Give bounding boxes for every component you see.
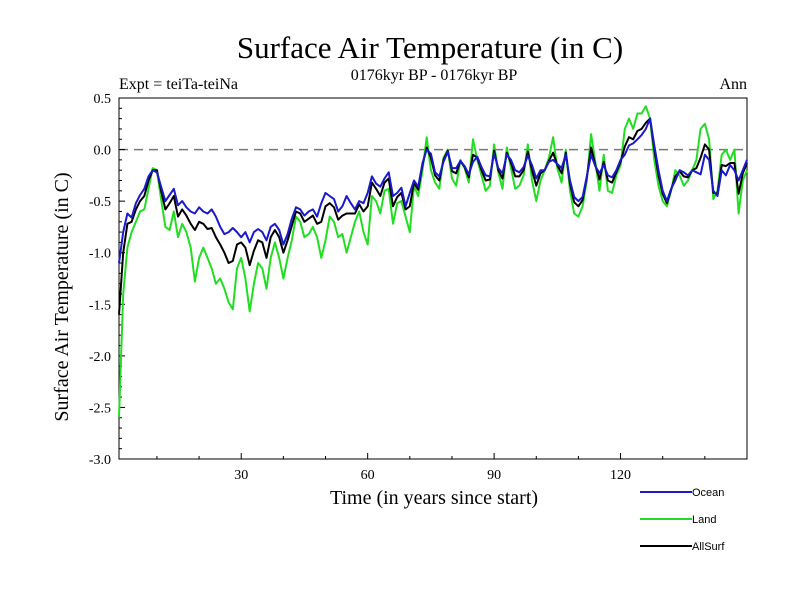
series-line-ocean xyxy=(118,117,748,264)
x-axis: 30 60 90 120 xyxy=(156,453,748,483)
x-axis-label: Time (in years since start) xyxy=(330,487,538,509)
legend-label-land: Land xyxy=(692,514,716,526)
y-axis: 0.5 0.0 -0.5 -1.0 -1.5 -2.0 -2.5 -3.0 xyxy=(89,92,125,468)
x-tick-label: 30 xyxy=(234,468,248,483)
x-tick-label: 120 xyxy=(610,468,631,483)
chart-subtitle-center: 0176kyr BP - 0176kyr BP xyxy=(351,67,518,84)
chart-subtitle-left: Expt = teiTa-teiNa xyxy=(119,76,238,93)
series-line-land xyxy=(118,105,748,418)
y-axis-label: Surface Air Temperature (in C) xyxy=(51,172,73,421)
series-layer xyxy=(118,105,748,418)
y-tick-label: -1.5 xyxy=(89,298,111,313)
y-tick-label: 0.0 xyxy=(94,144,112,159)
y-tick-label: -2.5 xyxy=(89,401,111,416)
chart-title: Surface Air Temperature (in C) xyxy=(237,30,623,65)
legend: Ocean Land AllSurf xyxy=(640,487,725,553)
plot-area-frame xyxy=(118,97,748,460)
legend-label-ocean: Ocean xyxy=(692,487,724,499)
y-tick-label: -0.5 xyxy=(89,195,111,210)
legend-label-allsurf: AllSurf xyxy=(692,541,725,553)
x-tick-label: 60 xyxy=(361,468,375,483)
y-tick-label: -2.0 xyxy=(89,350,111,365)
y-tick-label: -3.0 xyxy=(89,453,111,468)
y-tick-label: 0.5 xyxy=(94,92,112,107)
chart-subtitle-right: Ann xyxy=(719,76,747,93)
y-tick-label: -1.0 xyxy=(89,247,111,262)
x-tick-label: 90 xyxy=(487,468,501,483)
